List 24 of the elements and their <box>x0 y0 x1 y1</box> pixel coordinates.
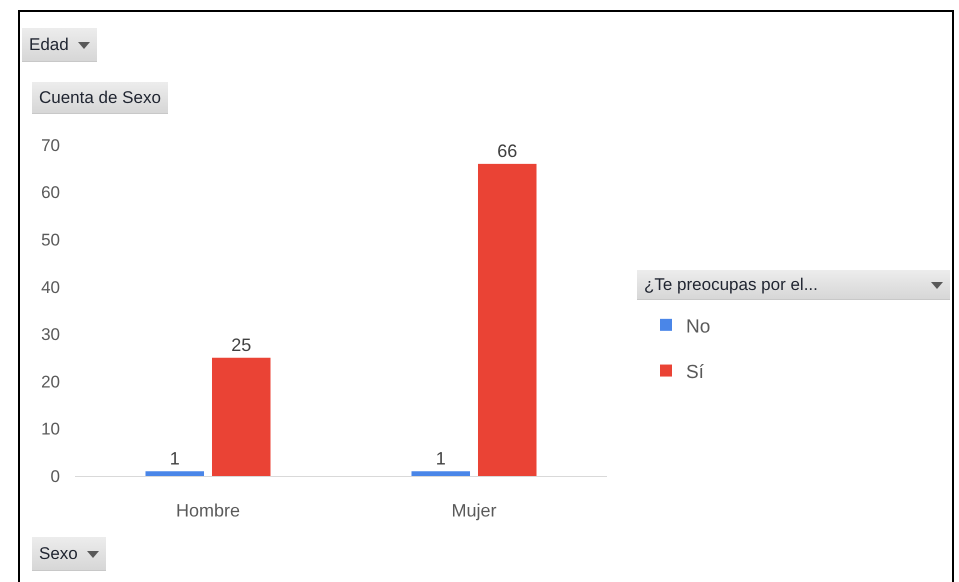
y-tick-label: 40 <box>41 278 60 297</box>
legend-label: Sí <box>686 362 705 383</box>
bar <box>478 164 537 476</box>
text: Edad <box>29 35 69 55</box>
y-axis-title: Cuenta de Sexo <box>39 88 161 108</box>
x-tick-label: Hombre <box>176 500 240 521</box>
legend-label: No <box>686 316 710 338</box>
y-tick-label: 20 <box>41 372 60 392</box>
data-label: 25 <box>231 334 252 355</box>
bar <box>411 471 470 476</box>
bar <box>212 358 271 476</box>
y-tick-label: 0 <box>50 466 60 486</box>
y-tick-label: 50 <box>41 230 60 250</box>
data-label: 1 <box>170 448 180 468</box>
y-tick-label: 30 <box>41 325 60 344</box>
bar <box>145 471 204 476</box>
x-axis-title: Sexo <box>39 544 78 564</box>
data-label: 1 <box>436 448 446 468</box>
y-tick-label: 70 <box>41 136 60 155</box>
y-tick-label: 60 <box>41 183 60 202</box>
legend-title: ¿Te preocupas por el... <box>644 275 818 295</box>
data-label: 66 <box>497 140 518 161</box>
x-tick-label: Mujer <box>451 500 497 521</box>
y-tick-label: 10 <box>41 420 60 439</box>
